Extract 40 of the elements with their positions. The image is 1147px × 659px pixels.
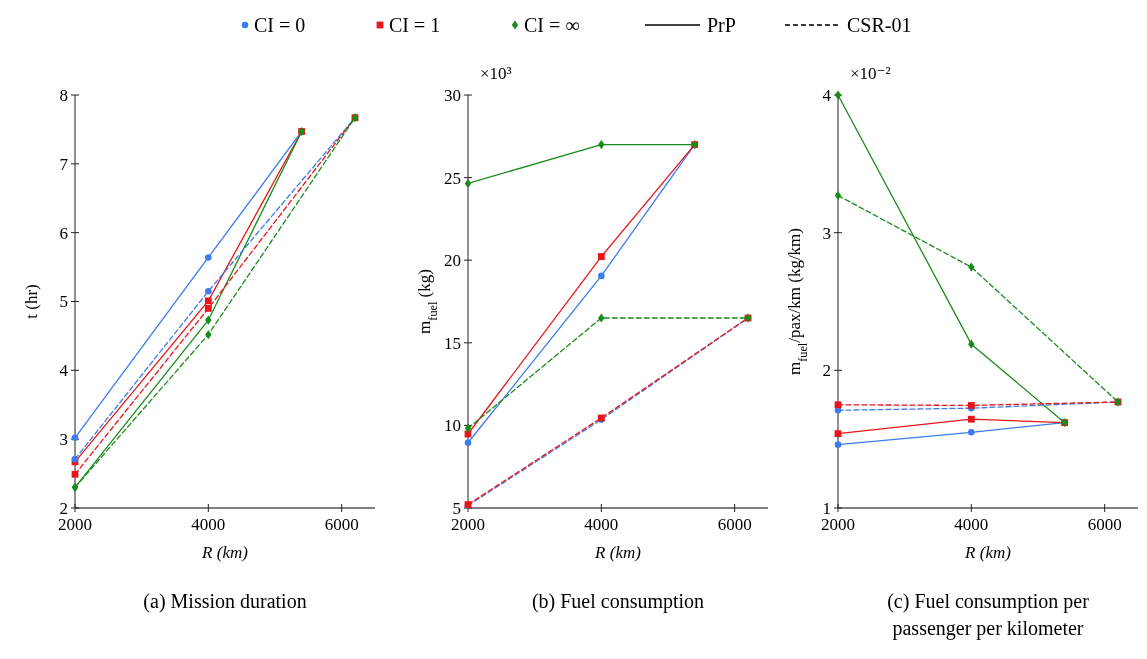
legend-label: CI = ∞	[524, 14, 580, 36]
legend-label: CI = 0	[254, 14, 306, 36]
y-tick-label: 10	[444, 416, 461, 436]
x-tick-label: 6000	[1087, 515, 1122, 534]
y-tick-label: 3	[822, 223, 831, 243]
x-axis-title: R (km)	[964, 543, 1012, 562]
x-axis-title: R (km)	[594, 543, 642, 562]
text: (a) Mission duration	[143, 590, 307, 613]
text: CSR-01	[847, 14, 912, 36]
y-tick-label: 4	[59, 361, 69, 381]
y-axis-title: t (hr)	[22, 284, 41, 319]
y-tick-label: 30	[444, 85, 461, 105]
y-tick-label: 15	[444, 333, 461, 353]
y-tick-label: 8	[59, 85, 68, 105]
x-tick-label: 2000	[58, 515, 92, 534]
y-tick-label: 2	[822, 361, 831, 381]
y-tick-label: 7	[59, 154, 69, 174]
y-tick-label: 25	[444, 168, 461, 188]
y-tick-label: 2	[59, 498, 68, 518]
text: ×10³	[480, 64, 512, 83]
y-tick-label: 5	[452, 498, 461, 518]
text: PrP	[707, 14, 736, 36]
y-tick-label: 20	[444, 251, 461, 271]
text: (c) Fuel consumption per passenger per kilometer	[887, 590, 1090, 640]
x-tick-label: 6000	[717, 515, 752, 534]
x-tick-label: 4000	[954, 515, 989, 534]
x-axis-title: R (km)	[201, 543, 249, 562]
x-tick-label: 2000	[821, 515, 855, 534]
legend-label: CI = 1	[389, 14, 441, 36]
x-tick-label: 6000	[324, 515, 359, 534]
y-tick-label: 1	[822, 498, 831, 518]
x-tick-label: 4000	[584, 515, 619, 534]
y-tick-label: 5	[59, 292, 68, 312]
x-tick-label: 2000	[451, 515, 485, 534]
y-tick-label: 3	[59, 430, 68, 450]
text: (b) Fuel consumption	[531, 590, 705, 613]
text: ×10⁻²	[850, 64, 891, 83]
y-tick-label: 6	[59, 223, 68, 243]
y-tick-label: 4	[822, 85, 832, 105]
x-tick-label: 4000	[191, 515, 226, 534]
